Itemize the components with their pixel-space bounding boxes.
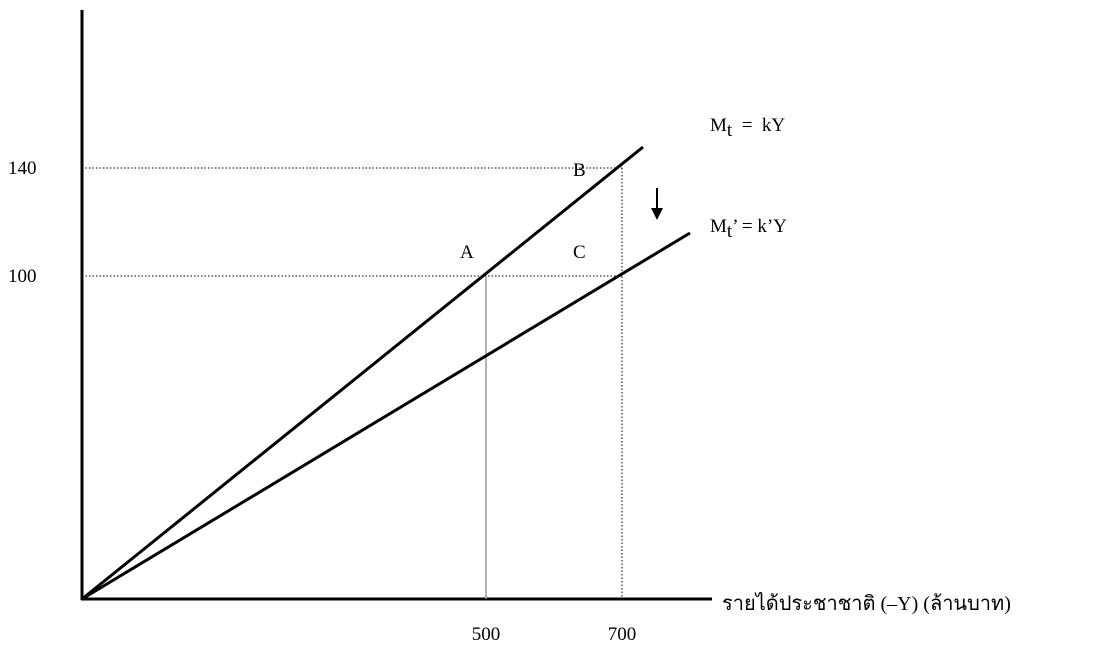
x-label: 500 [472,624,501,645]
curve-label: Mt = kY [710,115,785,141]
shift-arrow-head [651,208,663,220]
curve-label-rest: = kY [732,115,785,136]
y-label: 140 [8,158,37,179]
x-label: 700 [608,624,637,645]
curve-kY [82,147,643,599]
curve-label-rest: ’ = k’Y [732,216,787,237]
curve-label: Mt’ = k’Y [710,216,787,242]
point-label: C [573,242,586,263]
curve-label-base: M [710,115,727,136]
y-label: 100 [8,266,37,287]
point-label: B [573,160,586,181]
diagram: 140 100 500 700 A B C Mt = kY Mt’ = k’Y … [0,0,1094,648]
curve-label-base: M [710,216,727,237]
x-axis-title: รายได้ประชาชาติ (–Y) (ล้านบาท) [722,592,1011,615]
curve-k-prime-Y [82,233,690,599]
point-label: A [460,242,474,263]
